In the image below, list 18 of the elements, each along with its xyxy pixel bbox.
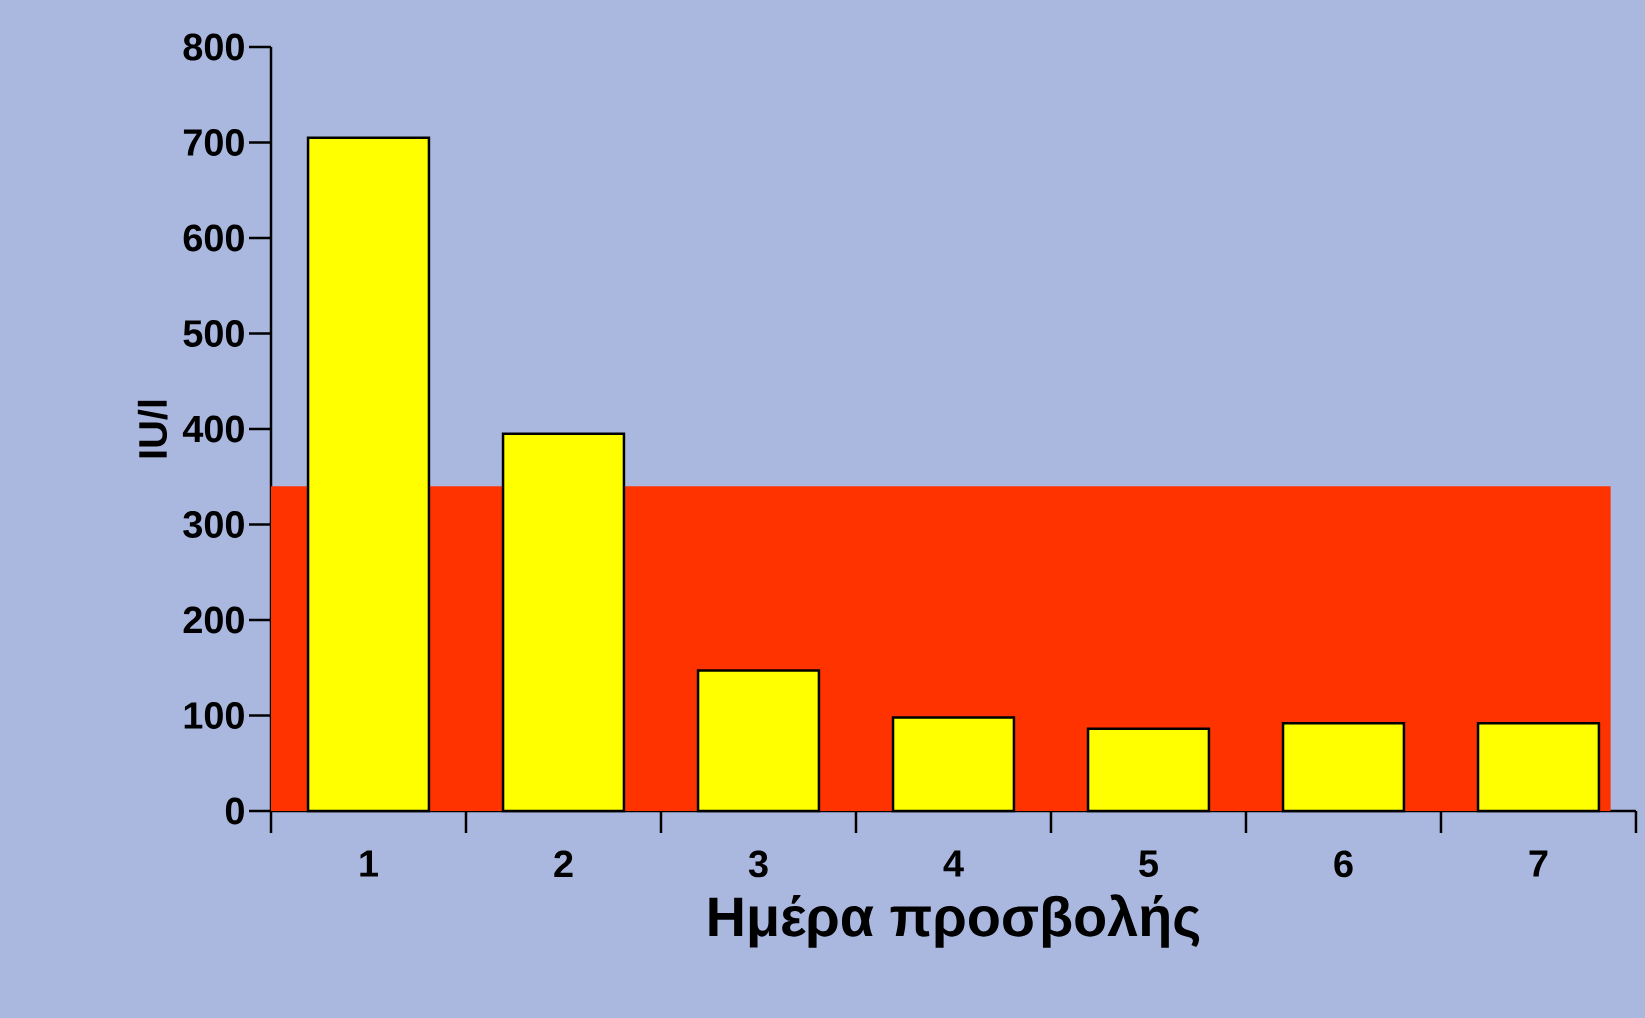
- y-axis-title: IU/l: [137, 400, 168, 458]
- x-tick-label: 6: [1334, 850, 1353, 878]
- y-tick-label: 0: [225, 797, 244, 825]
- x-tick-label: 1: [360, 850, 378, 877]
- y-tick-label: 700: [183, 129, 244, 156]
- y-tick-label: 300: [183, 511, 244, 538]
- y-tick-label: 200: [183, 606, 244, 634]
- y-tick-label: 600: [183, 224, 244, 252]
- x-tick-label: 3: [748, 850, 768, 878]
- y-tick-label: 500: [183, 320, 244, 347]
- y-tick-label: 800: [183, 33, 244, 61]
- y-tick-label: 400: [182, 415, 244, 443]
- y-tick-label: 100: [184, 702, 244, 729]
- x-axis-title: Ημέρα προσβολής: [709, 894, 1200, 948]
- x-tick-label: 2: [554, 850, 573, 877]
- x-tick-label: 4: [943, 850, 964, 877]
- x-tick-label: 7: [1529, 850, 1548, 877]
- x-tick-label: 5: [1139, 850, 1158, 877]
